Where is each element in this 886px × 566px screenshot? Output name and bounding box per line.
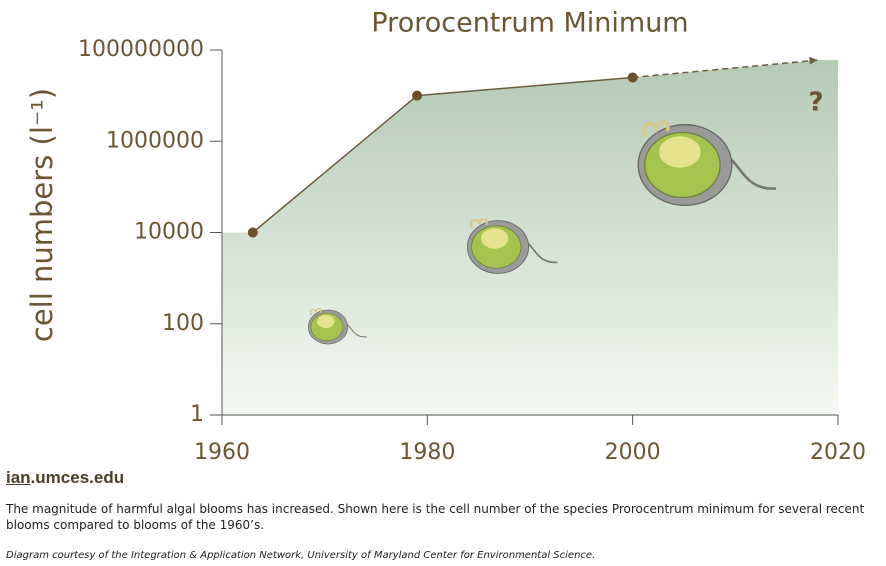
y-tick-label: 100 [162,311,204,336]
cell-highlight [481,228,509,249]
annotation: ? [808,88,823,118]
y-tick-label: 100000000 [78,37,204,62]
y-tick-label: 1 [190,402,204,427]
data-point [247,227,258,238]
y-tick-label: 1000000 [106,128,204,153]
caption: The magnitude of harmful algal blooms ha… [6,502,865,532]
chart: Prorocentrum Minimum cell numbers (l⁻¹) … [25,8,866,466]
data-point [412,90,423,101]
logo[interactable]: ian.umces.edu [6,468,125,487]
cell-tuft [641,120,670,138]
credit: Diagram courtesy of the Integration & Ap… [6,550,596,561]
y-tick-label: 10000 [134,220,204,245]
cell-illustration [307,308,367,345]
x-tick-label: 2020 [810,440,866,465]
x-tick-label: 2000 [605,440,661,465]
cell-illustration [637,120,777,206]
chart-title: Prorocentrum Minimum [371,8,688,39]
projection-line [632,59,818,79]
arrow-head [809,56,818,65]
x-tick-label: 1980 [399,440,455,465]
y-axis-label: cell numbers (l⁻¹) [25,88,59,342]
cell-highlight [659,136,701,168]
cell-tuft [469,217,488,229]
cell-tuft [309,308,322,316]
cell-illustration [466,217,558,274]
cell-highlight [317,314,335,329]
x-tick-label: 1960 [194,440,250,465]
background-area [222,60,838,415]
